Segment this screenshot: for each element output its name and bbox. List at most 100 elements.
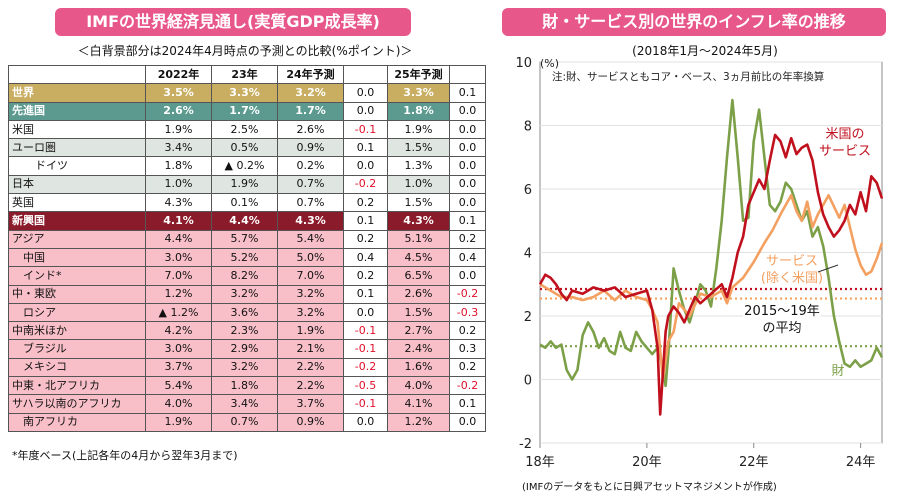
header-cell: 23年 [211,64,278,85]
table-row: 世界 3.5% 3.3% 3.2% 0.0 3.3% 0.1 [8,83,486,103]
value-cell: 1.8% [387,101,450,121]
diff-cell: -0.1 [343,321,388,341]
value-cell: 3.3% [387,83,450,103]
table-row: 中国 3.0% 5.2% 5.0% 0.4 4.5% 0.4 [8,247,486,268]
value-cell: 0.9% [277,412,344,432]
chart-title: 財・サービス別の世界のインフレ率の推移 [502,8,886,36]
row-label: 世界 [8,83,146,103]
value-cell: 3.4% [211,394,278,414]
series-label: 財 [831,364,844,379]
gdp-forecast-table: 2022年 23年 24年予測 25年予測 世界 3.5% 3.3% 3.2% 0.0 3… [8,64,486,432]
value-cell: 1.8% [145,156,212,176]
table-row: ユーロ圏 3.4% 0.5% 0.9% 0.1 1.5% 0.0 [8,138,486,158]
row-label: 中国 [8,247,146,268]
x-tick-label: 22年 [739,455,769,470]
value-cell: 2.2% [277,376,344,396]
value-cell: 1.7% [277,101,344,121]
y-tick-label: 4 [524,247,532,262]
value-cell: 0.7% [277,193,344,213]
value-cell: 3.6% [211,302,278,323]
value-cell: 0.1% [211,193,278,213]
value-cell: ▲ 0.2% [211,156,278,176]
table-row: 米国 1.9% 2.5% 2.6% -0.1 1.9% 0.0 [8,119,486,140]
y-tick-label: -2 [519,437,532,452]
value-cell: 1.9% [145,412,212,432]
value-cell: 4.3% [387,211,450,231]
series-label: サービス [766,254,818,269]
table-header-row: 2022年 23年 24年予測 25年予測 [8,64,486,85]
value-cell: 1.7% [211,101,278,121]
value-cell: 1.2% [387,412,450,432]
row-label: メキシコ [8,357,146,378]
value-cell: 2.6% [277,119,344,140]
diff-cell: 0.2 [449,321,486,341]
diff-cell: 0.2 [343,266,388,286]
table-row: メキシコ 3.7% 3.2% 2.2% -0.2 1.6% 0.2 [8,357,486,378]
row-label: インド* [8,266,146,286]
row-label: 新興国 [8,211,146,231]
value-cell: 7.0% [277,266,344,286]
value-cell: 3.0% [145,339,212,359]
value-cell: 3.7% [145,357,212,378]
table-row: 英国 4.3% 0.1% 0.7% 0.2 1.5% 0.0 [8,193,486,213]
value-cell: 2.1% [277,339,344,359]
value-cell: 4.0% [387,376,450,396]
diff-cell: 0.0 [449,119,486,140]
y-tick-label: 2 [524,310,532,325]
row-label: 先進国 [8,101,146,121]
series-line [539,98,884,388]
y-tick-label: 8 [524,120,532,135]
series-line [538,133,884,416]
table-row: ブラジル 3.0% 2.9% 2.1% -0.1 2.4% 0.3 [8,339,486,359]
table-row: ドイツ 1.8% ▲ 0.2% 0.2% 0.0 1.3% 0.0 [8,156,486,176]
value-cell: 4.5% [387,247,450,268]
row-label: 中・東欧 [8,284,146,304]
diff-cell: 0.0 [449,266,486,286]
value-cell: 0.5% [211,138,278,158]
diff-cell: 0.0 [449,138,486,158]
diff-cell: 0.1 [449,83,486,103]
series-line [539,194,884,381]
value-cell: 0.2% [277,156,344,176]
table-row: 先進国 2.6% 1.7% 1.7% 0.0 1.8% 0.0 [8,101,486,121]
table-row: ロシア ▲ 1.2% 3.6% 3.2% 0.0 1.5% -0.3 [8,302,486,323]
header-cell: 25年予測 [387,64,450,85]
diff-cell: 0.0 [449,174,486,195]
value-cell: 1.9% [277,321,344,341]
table-row: 中南米ほか 4.2% 2.3% 1.9% -0.1 2.7% 0.2 [8,321,486,341]
table-row: 中東・北アフリカ 5.4% 1.8% 2.2% -0.5 4.0% -0.2 [8,376,486,396]
value-cell: 3.2% [211,357,278,378]
table-title: IMFの世界経済見通し(実質GDP成長率) [55,8,411,36]
diff-cell: 0.1 [449,394,486,414]
annotation-label: の平均 [762,321,801,336]
table-row: サハラ以南のアフリカ 4.0% 3.4% 3.7% -0.1 4.1% 0.1 [8,394,486,414]
value-cell: 0.7% [211,412,278,432]
row-label: ロシア [8,302,146,323]
row-label: ブラジル [8,339,146,359]
value-cell: 1.9% [145,119,212,140]
table-row: インド* 7.0% 8.2% 7.0% 0.2 6.5% 0.0 [8,266,486,286]
table-row: 新興国 4.1% 4.4% 4.3% 0.1 4.3% 0.1 [8,211,486,231]
table-subtitle: ＜白背景部分は2024年4月時点の予測との比較(%ポイント)＞ [77,44,413,58]
row-label: 中東・北アフリカ [8,376,146,396]
value-cell: 2.5% [211,119,278,140]
label-leader [817,264,839,273]
annotation-label: 2015～19年 [744,304,820,319]
diff-cell: 0.0 [449,193,486,213]
table-row: 日本 1.0% 1.9% 0.7% -0.2 1.0% 0.0 [8,174,486,195]
value-cell: 5.1% [387,229,450,249]
diff-cell: 0.0 [343,83,388,103]
value-cell: 1.6% [387,357,450,378]
value-cell: 2.6% [387,284,450,304]
diff-cell: -0.1 [343,119,388,140]
value-cell: 1.0% [145,174,212,195]
x-tick-label: 18年 [525,455,555,470]
chart-source: (IMFのデータをもとに日興アセットマネジメントが作成) [522,482,777,493]
diff-cell: 0.2 [343,229,388,249]
value-cell: 6.5% [387,266,450,286]
series-label: 米国の [825,127,864,142]
table-row: 南アフリカ 1.9% 0.7% 0.9% 0.0 1.2% 0.0 [8,412,486,432]
value-cell: 1.5% [387,138,450,158]
diff-cell: -0.1 [343,394,388,414]
diff-cell: 0.0 [343,156,388,176]
